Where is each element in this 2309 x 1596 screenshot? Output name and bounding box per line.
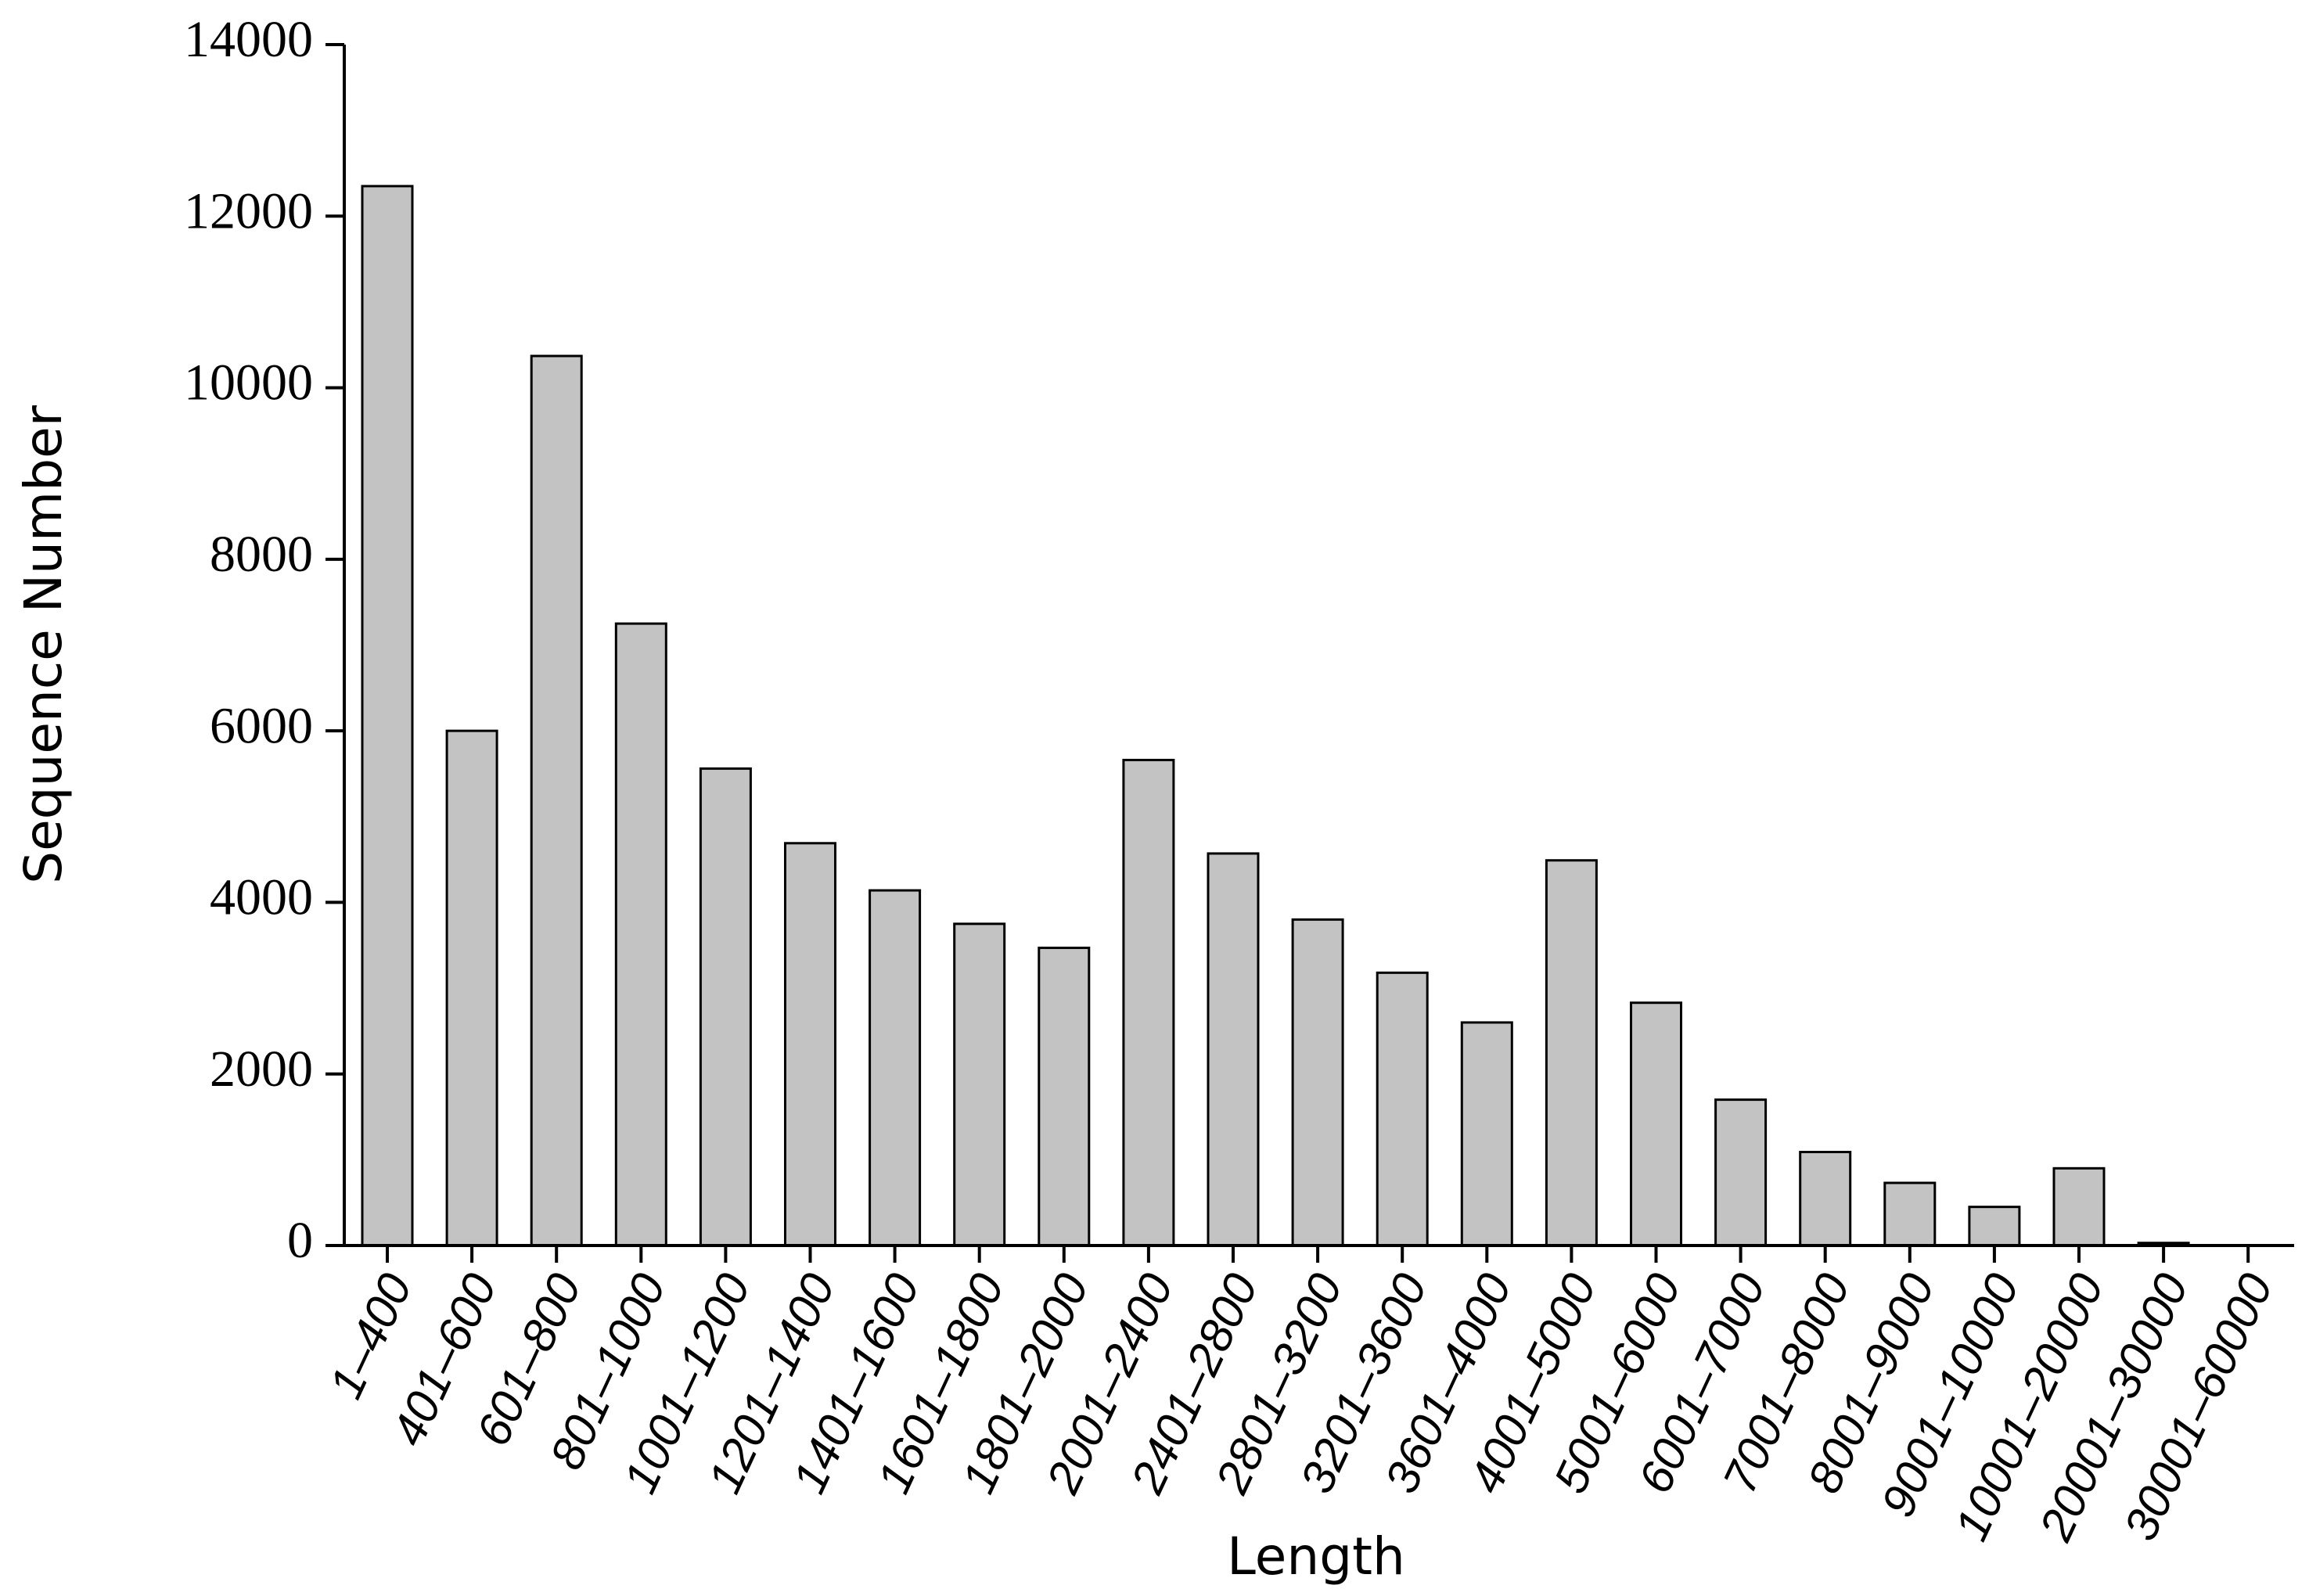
bar (1545, 859, 1598, 1247)
bar (614, 622, 667, 1247)
y-tick-label: 6000 (210, 697, 313, 754)
y-tick-label: 12000 (184, 182, 313, 239)
bar (784, 842, 836, 1247)
bar (1799, 1150, 1852, 1247)
y-tick-label: 8000 (210, 526, 313, 583)
y-tick-label: 2000 (210, 1041, 313, 1098)
bar (530, 354, 583, 1247)
bar (1630, 1001, 1682, 1247)
bar (699, 767, 752, 1247)
bar (1883, 1181, 1937, 1247)
bar (361, 185, 414, 1247)
x-axis-title: Length (1227, 1526, 1405, 1587)
bar (445, 729, 498, 1247)
bar (1376, 971, 1429, 1247)
bar (1714, 1098, 1768, 1247)
bar (953, 922, 1006, 1247)
bar (2052, 1166, 2106, 1247)
bar (1291, 918, 1344, 1247)
y-tick-label: 0 (287, 1212, 313, 1269)
bar (1038, 947, 1091, 1247)
y-tick-label: 4000 (210, 869, 313, 926)
bar (1207, 852, 1260, 1247)
bar (1460, 1021, 1513, 1247)
bar (1122, 758, 1175, 1247)
bar (1968, 1206, 2021, 1247)
y-tick-label: 10000 (184, 354, 313, 412)
y-tick-label: 14000 (184, 11, 313, 68)
y-axis-title: Sequence Number (13, 404, 74, 884)
bar (869, 889, 922, 1247)
